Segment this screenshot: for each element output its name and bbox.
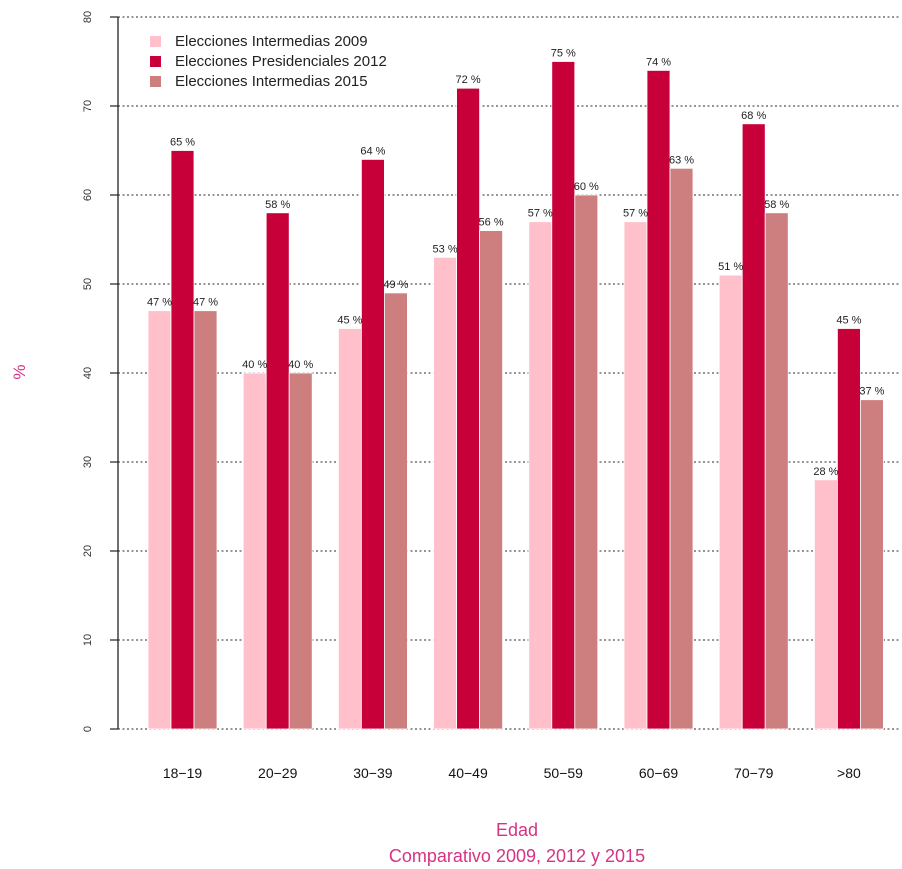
bar xyxy=(193,310,218,730)
bar xyxy=(860,399,884,730)
bar xyxy=(551,61,576,730)
bar xyxy=(360,158,385,730)
bar-value-label: 58 % xyxy=(764,199,789,211)
bar xyxy=(741,123,766,730)
bar-value-label: 47 % xyxy=(147,297,172,309)
x-tick-label: 20−29 xyxy=(258,765,298,781)
value-labels: 47 % 65 % 47 % 40 % 58 % 40 % 45 % 64 % 49 % 53 %… xyxy=(147,48,885,478)
bar xyxy=(170,150,195,730)
y-tick-label: 0 xyxy=(82,726,94,732)
bar-value-label: 53 % xyxy=(433,243,458,255)
bar-value-label: 51 % xyxy=(718,261,743,273)
y-tick-label: 50 xyxy=(82,278,94,290)
bar-value-label: 68 % xyxy=(741,110,766,122)
bar-value-label: 74 % xyxy=(646,56,671,68)
y-axis-title: % xyxy=(10,364,29,379)
bar xyxy=(574,194,599,730)
bar xyxy=(288,372,313,730)
bar-value-label: 72 % xyxy=(456,74,481,86)
bar-value-label: 56 % xyxy=(479,217,504,229)
legend-label: Elecciones Intermedias 2009 xyxy=(175,33,368,50)
bar-value-label: 45 % xyxy=(836,315,861,327)
y-tick-label: 70 xyxy=(82,100,94,112)
bar xyxy=(764,212,789,730)
legend: Elecciones Intermedias 2009 Elecciones Pr… xyxy=(150,33,387,90)
x-tick-label: >80 xyxy=(837,765,861,781)
bar-value-label: 58 % xyxy=(265,199,290,211)
y-tick-label: 40 xyxy=(82,367,94,379)
y-tick-label: 20 xyxy=(82,545,94,557)
bar-value-label: 40 % xyxy=(242,359,267,371)
bar xyxy=(623,221,648,730)
y-tick-label: 60 xyxy=(82,189,94,201)
bar xyxy=(669,167,694,730)
bars xyxy=(147,61,884,730)
x-tick-label: 50−59 xyxy=(544,765,584,781)
bar-value-label: 37 % xyxy=(859,386,884,398)
x-tick-label: 70−79 xyxy=(734,765,774,781)
x-tick-label: 30−39 xyxy=(353,765,393,781)
bar xyxy=(265,212,290,730)
bar xyxy=(479,230,504,730)
y-tick-label: 80 xyxy=(82,11,94,23)
bar xyxy=(337,328,362,730)
bar-value-label: 47 % xyxy=(193,297,218,309)
bar-value-label: 60 % xyxy=(574,181,599,193)
bar xyxy=(718,274,743,730)
bar-value-label: 57 % xyxy=(623,208,648,220)
bar xyxy=(646,70,671,730)
legend-swatch xyxy=(150,36,161,47)
bar xyxy=(456,87,481,730)
x-tick-label: 60−69 xyxy=(639,765,679,781)
bar-value-label: 64 % xyxy=(360,145,385,157)
legend-label: Elecciones Presidenciales 2012 xyxy=(175,53,387,70)
bar xyxy=(528,221,553,730)
bar-value-label: 63 % xyxy=(669,154,694,166)
y-tick-label: 10 xyxy=(82,634,94,646)
bar xyxy=(814,479,838,730)
bar xyxy=(383,292,408,730)
bar-value-label: 45 % xyxy=(337,315,362,327)
legend-label: Elecciones Intermedias 2015 xyxy=(175,73,368,90)
bar xyxy=(242,372,267,730)
x-axis-title: Edad xyxy=(496,820,538,840)
bar-value-label: 75 % xyxy=(551,48,576,60)
bar xyxy=(147,310,172,730)
x-tick-label: 40−49 xyxy=(448,765,488,781)
bar-value-label: 57 % xyxy=(528,208,553,220)
bar xyxy=(837,328,861,730)
bar-value-label: 40 % xyxy=(288,359,313,371)
x-tick-label: 18−19 xyxy=(163,765,203,781)
y-axis: 0 10 20 30 40 50 60 70 80 xyxy=(82,11,119,732)
bar-value-label: 65 % xyxy=(170,137,195,149)
y-tick-label: 30 xyxy=(82,456,94,468)
chart-subtitle: Comparativo 2009, 2012 y 2015 xyxy=(389,846,645,866)
legend-swatch xyxy=(150,56,161,67)
bar-value-label: 49 % xyxy=(383,279,408,291)
legend-swatch xyxy=(150,76,161,87)
bar xyxy=(433,256,458,730)
x-tick-labels: 18−19 20−29 30−39 40−49 50−59 60−69 70−79 >80 xyxy=(163,765,861,781)
bar-value-label: 28 % xyxy=(813,466,838,478)
